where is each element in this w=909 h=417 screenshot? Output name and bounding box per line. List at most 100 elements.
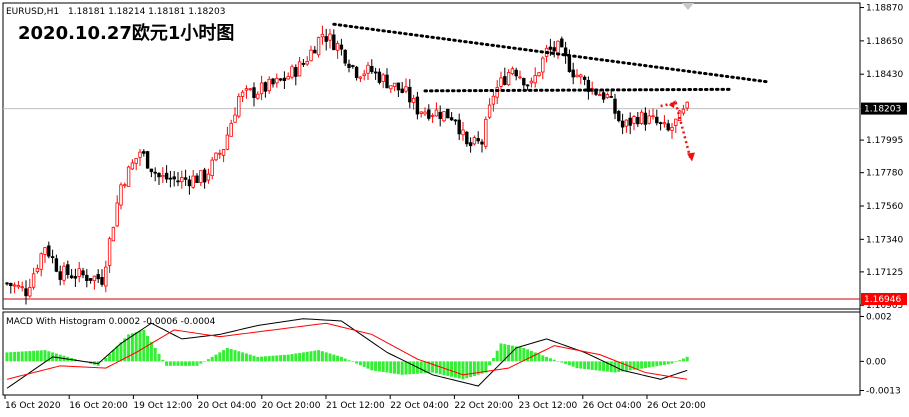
macd-histogram-bar [241, 352, 245, 362]
forecast-arrow [660, 101, 693, 161]
candle-body [161, 174, 165, 178]
macd-histogram-bar [583, 361, 587, 369]
macd-histogram-bar [636, 361, 640, 370]
candle-body [324, 36, 328, 42]
candle-body [282, 77, 287, 81]
candle-body [199, 170, 203, 183]
candle-body [613, 98, 617, 114]
forecast-arrow-tail-head [668, 99, 676, 108]
price-panel[interactable] [2, 2, 861, 310]
candle-body [214, 152, 218, 161]
candle-body [670, 126, 674, 131]
candle-body [202, 169, 207, 183]
candle-body [267, 78, 271, 92]
macd-histogram-bar [507, 344, 511, 362]
macd-histogram-bar [351, 361, 355, 362]
candle-body [153, 171, 157, 174]
candle-body [525, 84, 530, 87]
candle-body [123, 184, 127, 187]
candle-body [351, 65, 355, 67]
candles-layer [5, 25, 689, 305]
macd-histogram-bar [115, 346, 119, 362]
macd-histogram-bar [130, 333, 134, 362]
macd-line [6, 318, 688, 389]
candle-body [172, 176, 176, 180]
candle-body [529, 80, 534, 84]
candle-body [438, 111, 442, 119]
macd-histogram-bar [134, 332, 138, 362]
candle-body [347, 63, 351, 68]
macd-histogram-bar [529, 350, 533, 362]
candle-body [666, 123, 670, 131]
candle-body [313, 49, 317, 54]
macd-histogram-bar [640, 361, 644, 369]
trendline-neckline[interactable] [423, 87, 731, 93]
candle-body [552, 47, 556, 52]
macd-histogram-bar [320, 351, 324, 362]
macd-histogram-bar [24, 351, 28, 362]
macd-histogram-bar [548, 358, 552, 362]
macd-histogram-bar [552, 359, 556, 362]
candle-body [362, 73, 366, 76]
candle-body [168, 177, 173, 180]
time-tick-label: 19 Oct 12:00 [133, 401, 192, 411]
macd-histogram-bar [438, 361, 442, 375]
macd-histogram-bar [586, 361, 590, 370]
candle-body [377, 71, 382, 83]
candle-body [225, 134, 230, 150]
macd-histogram-bar [533, 352, 537, 362]
macd-histogram-bar [571, 361, 575, 367]
macd-histogram-bar [256, 356, 260, 362]
macd-histogram-bar [313, 350, 317, 362]
macd-histogram-bar [670, 361, 674, 364]
candle-body [354, 66, 359, 78]
candle-body [582, 76, 587, 80]
candle-body [655, 116, 659, 124]
candle-body [427, 109, 431, 119]
candle-body [180, 177, 184, 183]
trendline-upper[interactable] [332, 22, 769, 84]
macd-histogram-bar [522, 347, 526, 362]
candle-body [537, 72, 541, 77]
macd-histogram-bar [184, 361, 188, 366]
macd-histogram-bar [545, 356, 549, 362]
candle-body [514, 69, 518, 77]
candle-body [149, 168, 154, 173]
candle-body [92, 275, 97, 282]
symbol-label: EURUSD,H1 [6, 7, 59, 17]
time-tick-label: 26 Oct 04:00 [583, 401, 642, 411]
candle-body [16, 285, 21, 288]
macd-histogram-bar [621, 361, 625, 372]
candle-body [658, 122, 663, 125]
candle-body [632, 116, 636, 124]
macd-histogram-bar [263, 356, 267, 362]
macd-histogram-bar [579, 361, 583, 369]
candle-body [449, 117, 454, 121]
macd-histogram-bar [324, 352, 328, 362]
candle-body [411, 98, 416, 103]
candle-body [628, 117, 632, 126]
macd-histogram-bar [377, 361, 381, 372]
macd-panel[interactable] [2, 311, 861, 396]
macd-histogram-bar [168, 361, 172, 366]
candle-body [643, 112, 648, 125]
candle-body [320, 33, 325, 38]
macd-histogram-bar [191, 361, 195, 366]
macd-histogram-bar [450, 361, 454, 377]
macd-histogram-bar [157, 353, 161, 362]
candle-body [77, 268, 81, 277]
candle-body [275, 77, 279, 84]
macd-histogram-bar [495, 350, 499, 362]
candle-body [58, 271, 62, 280]
macd-histogram-bar [598, 361, 602, 371]
macd-histogram-bar [678, 360, 682, 362]
macd-histogram-bar [617, 361, 621, 373]
candle-body [370, 65, 374, 73]
macd-histogram-bar [514, 346, 518, 362]
candle-body [567, 56, 572, 72]
candle-body [335, 43, 340, 51]
candle-body [495, 87, 499, 98]
macd-histogram-bar [408, 361, 412, 375]
chart-shift-icon[interactable] [682, 3, 694, 10]
macd-histogram-bar [480, 361, 484, 374]
